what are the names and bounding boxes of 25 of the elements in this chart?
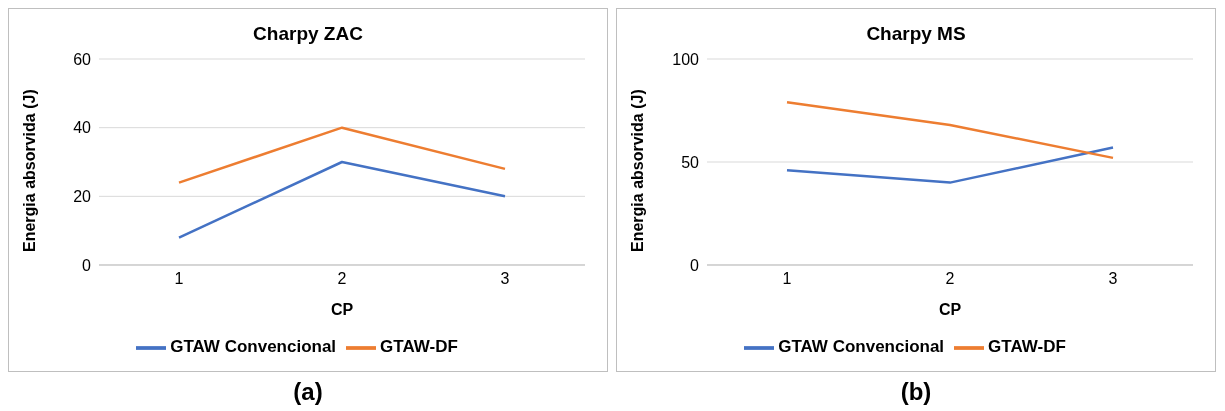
x-tick-label: 3 [1108,270,1118,288]
legend-label: GTAW-DF [380,337,458,357]
x-tick-label: 2 [945,270,955,288]
legend-label: GTAW-DF [988,337,1066,357]
text: (b) [899,378,933,406]
x-tick-label: 2 [337,270,347,288]
x-tick-label: 1 [782,270,792,288]
chart-title: Charpy MS [865,23,967,45]
text: (a) [292,378,324,406]
y-tick-label: 50 [681,153,700,171]
y-tick-label: 0 [82,256,92,274]
y-axis-title: Energia absorvida (J) [20,89,38,252]
x-tick-label: 3 [500,270,510,288]
legend-label: GTAW Convencional [778,337,945,357]
x-axis-title: CP [938,301,962,318]
y-tick-label: 20 [73,188,92,206]
y-tick-label: 40 [73,119,92,137]
legend-label: GTAW Convencional [170,337,337,357]
y-tick-label: 0 [690,256,700,274]
y-axis-title: Energia absorvida (J) [628,89,646,252]
x-axis-title: CP [330,301,354,318]
y-tick-label: 100 [672,50,700,68]
chart-title: Charpy ZAC [252,23,364,45]
x-tick-label: 1 [174,270,184,288]
y-tick-label: 60 [73,50,92,68]
